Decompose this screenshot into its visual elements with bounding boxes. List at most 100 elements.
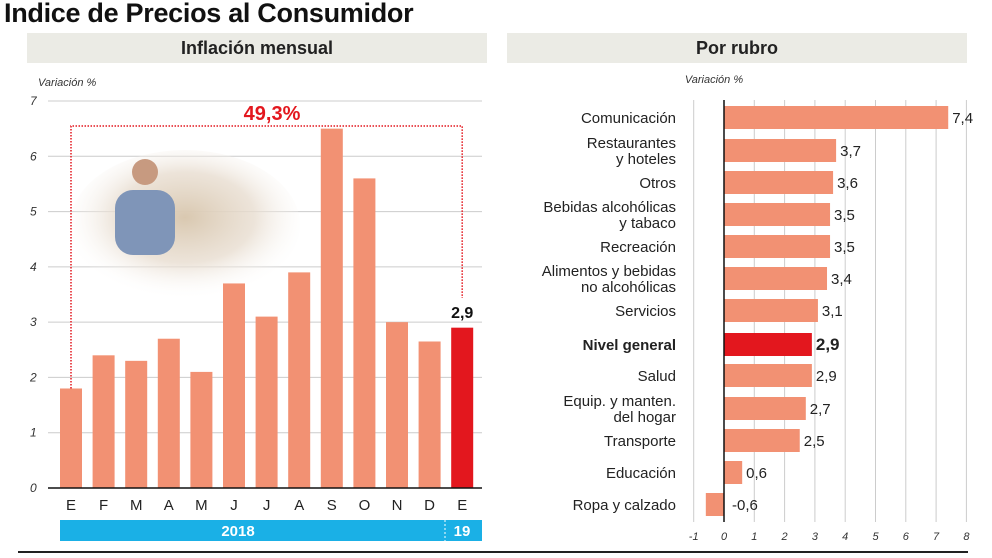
left-chart-title: Inflación mensual [27, 33, 487, 63]
bar [320, 128, 343, 488]
y-tick-label: 0 [30, 481, 37, 495]
x-tick-label: O [359, 497, 371, 514]
bar [724, 299, 818, 322]
y-tick-label: 4 [30, 260, 37, 274]
cumulative-annotation: 49,3% [244, 103, 301, 125]
value-label: 0,6 [746, 465, 767, 482]
bar [288, 272, 311, 488]
value-label: 2,9 [816, 335, 840, 354]
bar [255, 316, 278, 488]
x-tick-label: 2 [781, 531, 788, 543]
x-tick-label: 0 [721, 531, 728, 543]
category-label: y tabaco [619, 215, 676, 232]
last-value-label: 2,9 [451, 305, 473, 322]
x-tick-label: J [230, 497, 238, 514]
y-axis-label: Variación % [38, 77, 97, 89]
category-label: y hoteles [616, 151, 676, 168]
value-label: 3,7 [840, 143, 861, 160]
bottom-rule [18, 551, 968, 553]
category-label: Equip. y manten. [563, 393, 676, 410]
value-label: -0,6 [732, 497, 758, 514]
value-label: 3,5 [834, 239, 855, 256]
category-label: Salud [638, 368, 676, 385]
bar [724, 139, 837, 162]
y-tick-label: 6 [30, 149, 37, 163]
value-label: 2,7 [810, 401, 831, 418]
shopper-photo [70, 150, 300, 300]
shopper-photo-head [132, 159, 158, 185]
bar [157, 338, 180, 488]
bar [705, 493, 724, 516]
value-label: 2,5 [804, 433, 825, 450]
x-tick-label: E [457, 497, 467, 514]
x-tick-label: 5 [872, 531, 879, 543]
x-tick-label: M [130, 497, 143, 514]
year-band [60, 520, 482, 541]
category-label: Recreación [600, 239, 676, 256]
category-label: Nivel general [583, 337, 676, 354]
bar [724, 235, 831, 258]
y-tick-label: 2 [29, 370, 37, 384]
category-label: del hogar [613, 409, 676, 426]
bar [724, 106, 949, 129]
bar [418, 341, 441, 488]
year-label-2019: 19 [454, 523, 471, 540]
shopper-photo-figure [115, 190, 175, 255]
bar [223, 283, 245, 488]
x-tick-label: J [263, 497, 271, 514]
category-label: Servicios [615, 303, 676, 320]
x-tick-label: 4 [842, 531, 848, 543]
bar [386, 322, 408, 488]
x-tick-label: M [195, 497, 208, 514]
x-tick-label: N [392, 497, 403, 514]
category-label: Transporte [604, 433, 676, 450]
x-tick-label: F [99, 497, 108, 514]
category-label: Bebidas alcohólicas [543, 199, 676, 216]
category-label: Comunicación [581, 110, 676, 127]
x-tick-label: 6 [903, 531, 910, 543]
value-label: 3,5 [834, 207, 855, 224]
right-chart-title: Por rubro [507, 33, 967, 63]
category-label: Restaurantes [587, 135, 676, 152]
value-label: 2,9 [816, 368, 837, 385]
x-tick-label: E [66, 497, 76, 514]
x-tick-label: A [164, 497, 174, 514]
value-label: 3,4 [831, 271, 852, 288]
category-label: Otros [639, 175, 676, 192]
y-tick-label: 7 [30, 94, 38, 108]
bar [724, 397, 806, 420]
x-axis-label: Variación % [685, 74, 744, 86]
category-label: no alcohólicas [581, 279, 676, 296]
bar [724, 461, 743, 484]
y-tick-label: 3 [30, 315, 37, 329]
bar [190, 371, 213, 488]
x-tick-label: 8 [963, 531, 970, 543]
bar [724, 429, 800, 452]
x-tick-label: D [424, 497, 435, 514]
page-title: Indice de Precios al Consumidor [4, 0, 414, 28]
value-label: 3,6 [837, 175, 858, 192]
bar [92, 355, 115, 488]
bar [451, 327, 474, 488]
year-label-2018: 2018 [221, 523, 254, 540]
category-label: Ropa y calzado [573, 497, 676, 514]
x-tick-label: 1 [751, 531, 757, 543]
value-label: 3,1 [822, 303, 843, 320]
x-tick-label: 7 [933, 531, 940, 543]
y-tick-label: 5 [30, 205, 37, 219]
category-label: Alimentos y bebidas [542, 263, 676, 280]
bar [724, 267, 828, 290]
x-tick-label: -1 [689, 531, 699, 543]
bar [724, 364, 812, 387]
y-tick-label: 1 [30, 426, 37, 440]
value-label: 7,4 [952, 110, 973, 127]
bar [353, 178, 376, 488]
bar [724, 171, 834, 194]
bar [724, 203, 831, 226]
category-label: Educación [606, 465, 676, 482]
bar [724, 333, 812, 356]
x-tick-label: A [294, 497, 304, 514]
x-tick-label: S [327, 497, 337, 514]
bar [125, 360, 148, 488]
